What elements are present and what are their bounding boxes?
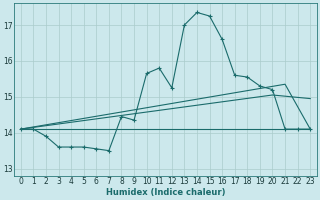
X-axis label: Humidex (Indice chaleur): Humidex (Indice chaleur)	[106, 188, 225, 197]
